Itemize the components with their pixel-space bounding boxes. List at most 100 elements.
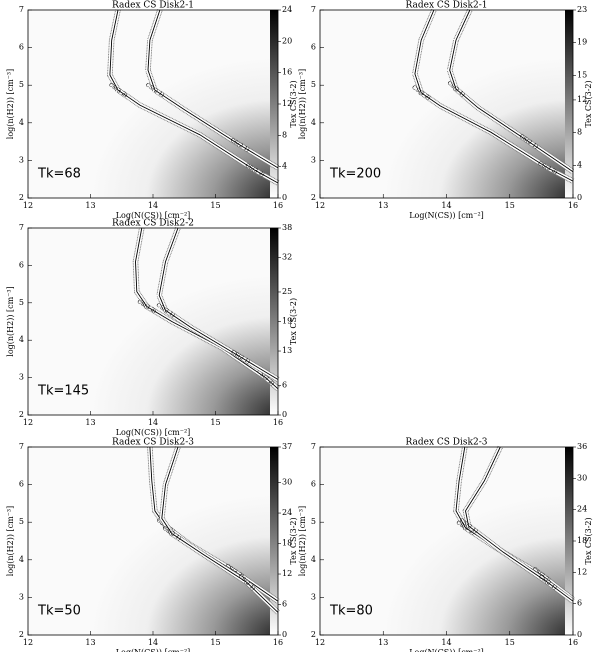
colorbar <box>270 10 278 198</box>
x-tick-label: 15 <box>210 638 220 647</box>
y-tick-label: 7 <box>19 442 24 451</box>
colorbar-tick-label: 13 <box>282 346 292 355</box>
y-tick-label: 5 <box>19 517 24 526</box>
y-tick-label: 2 <box>311 630 316 639</box>
contour-line <box>465 446 574 602</box>
colorbar-label: Tex CS(3-2) <box>289 80 298 127</box>
y-tick-label: 2 <box>19 630 24 639</box>
y-tick-label: 4 <box>19 335 24 344</box>
annotation: Tk=68 <box>37 167 81 182</box>
colorbar-tick-label: 30 <box>577 473 587 482</box>
x-tick-label: 12 <box>23 638 33 647</box>
contour-line <box>109 9 279 184</box>
x-axis-label: Log(N(CS)) [cm⁻²] <box>409 648 484 652</box>
colorbar-tick-label: 0 <box>282 630 287 639</box>
plot-background <box>28 10 278 198</box>
contour-line <box>158 227 279 380</box>
chart-title: Radex CS Disk2-3 <box>112 438 194 448</box>
x-tick-label: 16 <box>568 201 578 210</box>
colorbar-tick-label: 24 <box>282 508 292 517</box>
annotation: Tk=200 <box>329 167 381 182</box>
colorbar-tick-label: 12 <box>577 95 587 104</box>
colorbar-tick-label: 25 <box>282 287 292 296</box>
colorbar-tick-label: 12 <box>282 99 292 108</box>
y-tick-label: 4 <box>311 555 316 564</box>
x-tick-label: 12 <box>23 201 33 210</box>
x-axis-label: Log(N(CS)) [cm⁻²] <box>116 211 191 220</box>
x-tick-label: 14 <box>441 638 451 647</box>
x-tick-label: 14 <box>148 638 158 647</box>
x-tick-label: 13 <box>378 201 388 210</box>
y-tick-label: 5 <box>19 80 24 89</box>
annotation: Tk=50 <box>37 604 81 619</box>
chart-title: Radex CS Disk2-1 <box>112 1 194 11</box>
colorbar-tick-label: 32 <box>282 253 292 262</box>
colorbar-tick-label: 24 <box>577 505 587 514</box>
y-tick-label: 5 <box>19 298 24 307</box>
annotation: Tk=80 <box>329 604 373 619</box>
colorbar-tick-label: 8 <box>282 130 287 139</box>
y-tick-label: 6 <box>19 480 24 489</box>
x-tick-label: 14 <box>441 201 451 210</box>
y-tick-label: 7 <box>311 442 316 451</box>
colorbar-tick-label: 19 <box>282 317 292 326</box>
colorbar-label: Tex CS(3-2) <box>584 80 593 127</box>
colorbar-tick-label: 38 <box>282 223 292 232</box>
y-tick-label: 7 <box>19 223 24 232</box>
x-axis-label: Log(N(CS)) [cm⁻²] <box>409 211 484 220</box>
contour-line <box>414 9 574 182</box>
x-tick-label: 16 <box>273 418 283 427</box>
y-tick-label: 2 <box>311 193 316 202</box>
annotation: Tk=145 <box>37 384 89 399</box>
y-axis-label: log(n(H2)) [cm⁻³] <box>6 506 15 576</box>
colorbar-tick-label: 12 <box>282 569 292 578</box>
colorbar-tick-label: 0 <box>282 193 287 202</box>
y-tick-label: 3 <box>311 155 316 164</box>
chart-title: Radex CS Disk2-1 <box>406 1 488 11</box>
x-axis-label: Log(N(CS)) [cm⁻²] <box>116 428 191 437</box>
x-tick-label: 14 <box>148 201 158 210</box>
y-axis-label: log(n(H2)) [cm⁻³] <box>298 69 307 139</box>
colorbar-label: Tex CS(3-2) <box>289 298 298 345</box>
colorbar-tick-label: 19 <box>577 38 587 47</box>
y-tick-label: 7 <box>311 5 316 14</box>
chart-title: Radex CS Disk2-2 <box>112 219 194 229</box>
x-tick-label: 13 <box>85 418 95 427</box>
y-tick-label: 6 <box>19 43 24 52</box>
x-tick-label: 15 <box>210 201 220 210</box>
x-tick-label: 15 <box>505 201 515 210</box>
y-tick-label: 7 <box>19 5 24 14</box>
y-tick-label: 3 <box>311 592 316 601</box>
colorbar-tick-label: 36 <box>577 442 587 451</box>
x-tick-label: 13 <box>85 201 95 210</box>
x-tick-label: 14 <box>148 418 158 427</box>
colorbar-tick-label: 16 <box>282 68 292 77</box>
y-tick-label: 6 <box>311 43 316 52</box>
colorbar-tick-label: 23 <box>577 5 587 14</box>
colorbar-tick-label: 6 <box>282 600 287 609</box>
colorbar-label: Tex CS(3-2) <box>289 517 298 564</box>
colorbar <box>565 447 573 635</box>
y-tick-label: 3 <box>19 592 24 601</box>
chart-title: Radex CS Disk2-3 <box>406 438 488 448</box>
colorbar-tick-label: 24 <box>282 5 292 14</box>
y-tick-label: 4 <box>19 118 24 127</box>
y-axis-label: log(n(H2)) [cm⁻³] <box>6 286 15 356</box>
colorbar-tick-label: 4 <box>282 162 287 171</box>
colorbar-tick-label: 18 <box>282 539 292 548</box>
colorbar-tick-label: 0 <box>282 410 287 419</box>
y-tick-label: 3 <box>19 373 24 382</box>
y-tick-label: 6 <box>311 480 316 489</box>
colorbar-tick-label: 0 <box>577 193 582 202</box>
colorbar-tick-label: 37 <box>282 442 292 451</box>
colorbar-tick-label: 0 <box>577 630 582 639</box>
y-tick-label: 2 <box>19 193 24 202</box>
y-tick-label: 2 <box>19 410 24 419</box>
x-tick-label: 12 <box>315 638 325 647</box>
y-axis-label: log(n(H2)) [cm⁻³] <box>298 506 307 576</box>
y-tick-label: 3 <box>19 155 24 164</box>
colorbar-tick-label: 4 <box>577 160 582 169</box>
colorbar-tick-label: 15 <box>577 70 587 79</box>
y-tick-label: 4 <box>19 555 24 564</box>
